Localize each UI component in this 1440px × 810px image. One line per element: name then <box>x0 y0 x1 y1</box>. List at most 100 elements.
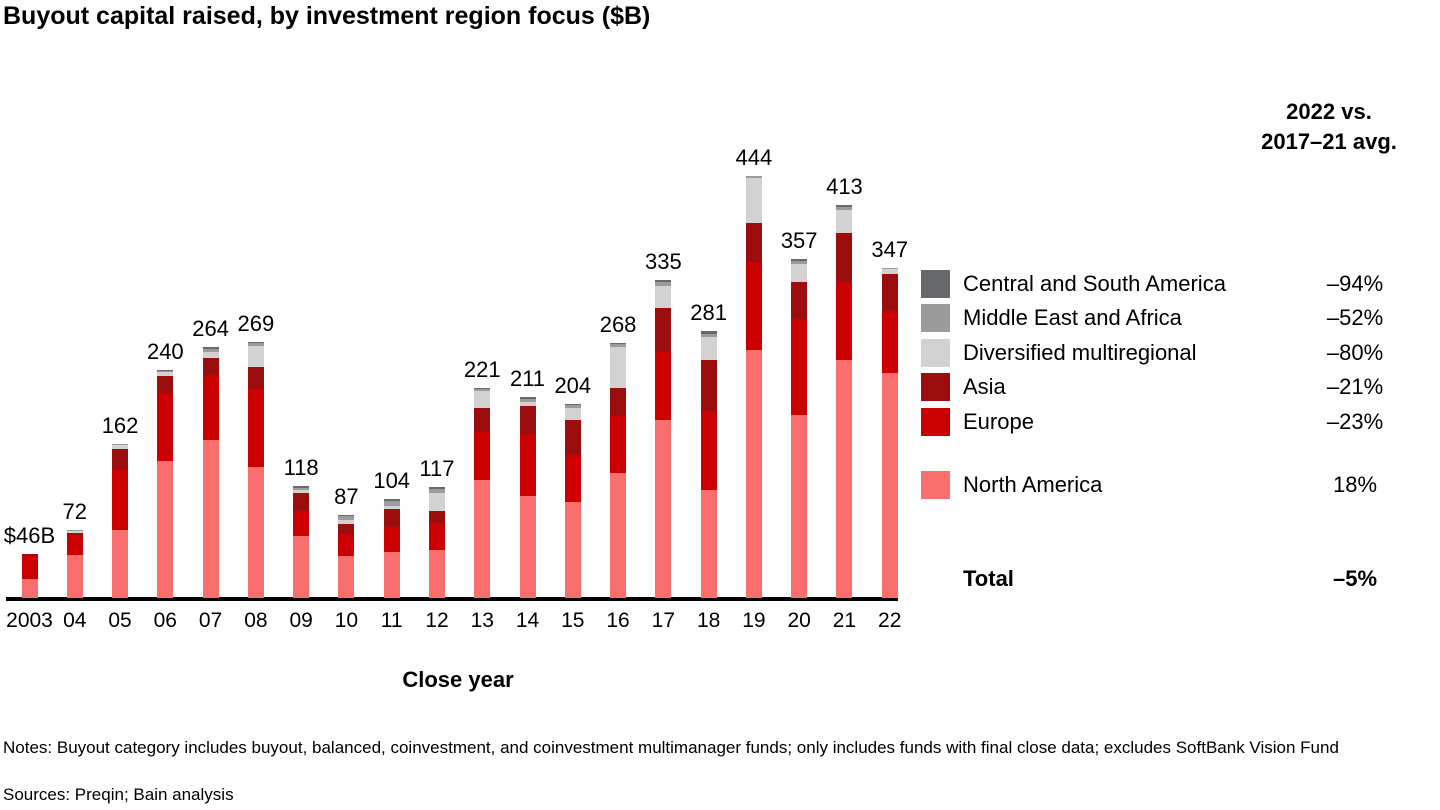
bar-segment-europe <box>836 282 853 361</box>
bar-segment-diversified-multiregional <box>293 489 310 494</box>
bar-total-label: 347 <box>871 237 909 263</box>
bar-segment-diversified-multiregional <box>383 505 400 509</box>
x-tick-label: 21 <box>832 609 857 632</box>
bar-segment-central-and-south-america <box>655 279 672 283</box>
bar-total-label: 104 <box>373 468 411 494</box>
x-tick-label: 15 <box>561 609 585 632</box>
bar-segment-north-america <box>112 529 129 598</box>
bar-segment-europe <box>655 351 672 421</box>
bar-segment-middle-east-and-africa <box>474 388 491 391</box>
bar-total-label: 357 <box>780 227 818 253</box>
legend-swatch-asia <box>921 373 950 401</box>
x-tick-label: 04 <box>63 609 87 632</box>
bar-segment-north-america <box>202 440 219 598</box>
x-tick-label: 14 <box>515 609 540 632</box>
bar-segment-middle-east-and-africa <box>112 444 129 445</box>
legend-label: North America <box>963 472 1103 497</box>
bar-segment-north-america <box>474 480 491 598</box>
bar-segment-asia <box>564 420 581 456</box>
x-tick-label: 11 <box>380 609 403 632</box>
bar-segment-central-and-south-america <box>202 347 219 349</box>
bar-segment-asia <box>157 375 174 393</box>
bar-total-label: 281 <box>690 299 727 325</box>
bar-segment-middle-east-and-africa <box>383 501 400 506</box>
comparison-header: 2022 vs. 2017–21 avg. <box>1220 97 1438 157</box>
bar-18 <box>700 330 717 598</box>
bar-segment-europe <box>247 388 264 467</box>
bar-segment-central-and-south-america <box>836 205 853 208</box>
bar-segment-diversified-multiregional <box>519 402 536 406</box>
bar-segment-middle-east-and-africa <box>836 207 853 211</box>
bar-total-label: 264 <box>192 316 229 342</box>
total-row-value: –5% <box>1332 566 1378 591</box>
bar-segment-europe <box>428 522 445 551</box>
legend-row-middle-east-africa: Middle East and Africa <box>921 304 1391 332</box>
bar-segment-europe <box>157 392 174 462</box>
bar-08 <box>247 342 264 598</box>
bar-total-label: 413 <box>826 174 863 200</box>
legend-label: Asia <box>963 374 1006 399</box>
comparison-value-diversified-multiregional: –80% <box>1326 340 1384 365</box>
bar-segment-north-america <box>66 555 83 598</box>
notes-text: Notes: Buyout category includes buyout, … <box>3 738 1339 757</box>
bar-segment-north-america <box>383 552 400 598</box>
comparison-value-europe: –23% <box>1326 409 1384 434</box>
x-tick-label: 12 <box>425 609 449 632</box>
bar-10 <box>338 515 355 598</box>
bar-segment-europe <box>21 556 38 579</box>
comparison-value-central-south-america: –94% <box>1326 271 1384 296</box>
x-tick-label: 06 <box>153 609 177 632</box>
comparison-header-line2: 2017–21 avg. <box>1261 129 1397 154</box>
bar-segment-middle-east-and-africa <box>202 348 219 352</box>
bar-segment-middle-east-and-africa <box>428 488 445 494</box>
bar-segment-central-and-south-america <box>700 330 717 334</box>
legend-row-diversified-multiregional: Diversified multiregional <box>921 339 1391 367</box>
bar-segment-central-and-south-america <box>564 404 581 406</box>
bar-segment-diversified-multiregional <box>745 177 762 223</box>
bar-06 <box>157 369 174 598</box>
bar-total-label: 117 <box>419 455 455 481</box>
bar-segment-north-america <box>564 501 581 598</box>
x-tick-label: 09 <box>289 609 313 632</box>
bar-segment-middle-east-and-africa <box>157 370 174 372</box>
bar-segment-north-america <box>519 496 536 598</box>
bar-segment-central-and-south-america <box>338 515 355 517</box>
bar-17 <box>655 279 672 598</box>
bar-13 <box>474 387 491 598</box>
bar-12 <box>428 486 445 598</box>
bar-segment-central-and-south-america <box>610 343 627 345</box>
bar-segment-europe <box>383 526 400 553</box>
bar-16 <box>610 343 627 598</box>
legend-swatch-diversified-multiregional <box>921 339 950 367</box>
x-tick-label: 07 <box>198 609 223 632</box>
bar-segment-north-america <box>157 461 174 598</box>
bar-segment-middle-east-and-africa <box>791 260 808 265</box>
bar-segment-asia <box>66 533 83 536</box>
bar-segment-central-and-south-america <box>157 369 174 371</box>
bar-segment-asia <box>700 360 717 411</box>
x-tick-label: 16 <box>606 609 630 632</box>
bar-segment-north-america <box>21 578 38 598</box>
bar-segment-asia <box>836 232 853 283</box>
bar-segment-middle-east-and-africa <box>564 405 581 408</box>
bar-14 <box>519 397 536 598</box>
bar-segment-europe <box>564 455 581 502</box>
bar-09 <box>293 485 310 598</box>
bar-15 <box>564 404 581 598</box>
legend-swatch-north-america <box>921 471 950 499</box>
x-tick-label: 20 <box>787 609 811 632</box>
x-tick-label: 08 <box>244 609 268 632</box>
bar-segment-diversified-multiregional <box>655 286 672 309</box>
x-axis-line <box>6 597 898 601</box>
bar-segment-asia <box>21 554 38 557</box>
bar-segment-asia <box>247 367 264 389</box>
bar-segment-asia <box>428 511 445 523</box>
bar-segment-diversified-multiregional <box>428 493 445 512</box>
comparison-value-asia: –21% <box>1326 374 1384 399</box>
bar-segment-diversified-multiregional <box>157 371 174 376</box>
bar-segment-central-and-south-america <box>791 258 808 261</box>
bar-segment-middle-east-and-africa <box>881 268 898 270</box>
bar-segment-asia <box>655 308 672 352</box>
bar-total-label: 221 <box>463 356 501 382</box>
